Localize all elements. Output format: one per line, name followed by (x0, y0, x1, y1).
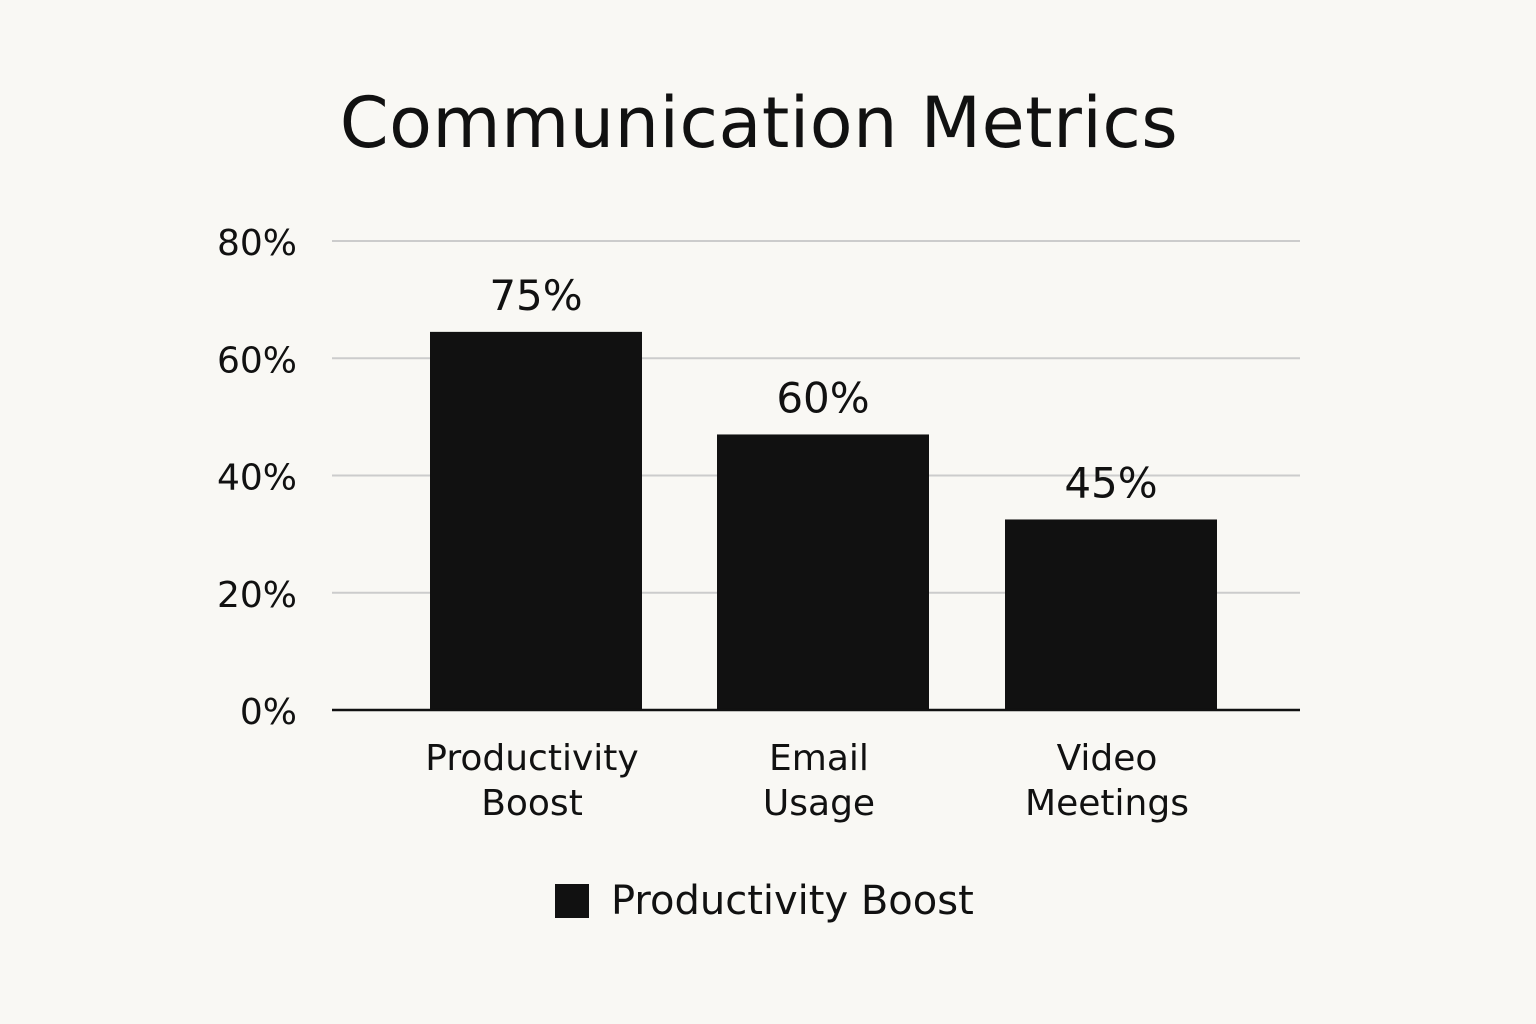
x-tick-label: Usage (763, 783, 875, 824)
legend: Productivity Boost (555, 876, 974, 926)
x-tick-label: Email (769, 738, 869, 779)
legend-label: Productivity Boost (611, 878, 974, 924)
data-label: 75% (489, 271, 582, 320)
x-tick-label: Productivity (425, 738, 638, 779)
bar (717, 434, 929, 710)
bars (430, 331, 1217, 710)
y-tick-label: 40% (217, 458, 297, 499)
data-label: 45% (1064, 458, 1157, 507)
bar (1005, 519, 1217, 710)
y-tick-label: 80% (217, 223, 297, 264)
chart-title: Communication Metrics (339, 82, 1179, 164)
y-tick-label: 60% (217, 340, 297, 381)
y-tick-label: 20% (217, 575, 297, 616)
x-tick-label: Boost (481, 783, 583, 824)
x-tick-label: Meetings (1025, 783, 1189, 824)
bar (430, 331, 642, 710)
y-tick-label: 0% (240, 692, 297, 733)
data-label: 60% (776, 373, 869, 422)
legend-swatch (555, 884, 589, 918)
x-tick-label: Video (1057, 738, 1158, 779)
